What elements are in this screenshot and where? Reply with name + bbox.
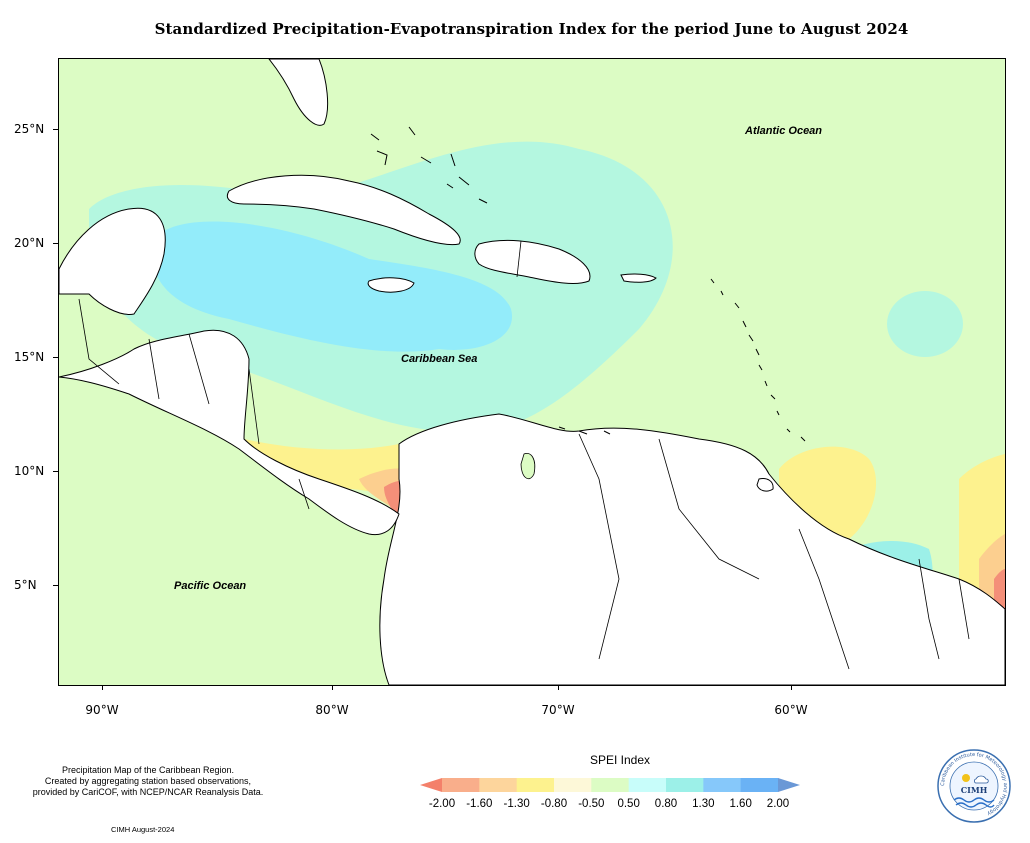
legend-tick-label: -0.80	[540, 798, 568, 810]
wave-icon	[955, 802, 995, 808]
very-wet-area	[152, 221, 513, 352]
atlantic-wet-blob	[887, 291, 963, 357]
lat-label-15n: 15°N	[14, 350, 45, 364]
lon-label-60w: 60°W	[774, 703, 808, 717]
south-america-landmass	[379, 413, 1005, 685]
legend-cell	[703, 778, 742, 792]
lon-label-70w: 70°W	[541, 703, 575, 717]
map-canvas: Atlantic Ocean Caribbean Sea Pacific Oce…	[59, 59, 1005, 685]
hispaniola-landmass	[474, 239, 591, 284]
cimh-logo: Caribbean Institute for Meteorology and …	[937, 749, 1011, 823]
legend-tick-label: 0.50	[617, 798, 640, 810]
bahamas-islands	[370, 126, 488, 204]
legend-cell	[554, 778, 592, 792]
legend-tick-label: 2.00	[766, 798, 790, 810]
lon-tick	[558, 685, 559, 690]
legend-tick-label: -0.50	[578, 798, 605, 810]
legend-title: SPEI Index	[589, 753, 651, 767]
caption-line: Created by aggregating station based obs…	[44, 776, 252, 786]
lat-tick	[53, 357, 58, 358]
spei-map: Atlantic Ocean Caribbean Sea Pacific Oce…	[58, 58, 1006, 686]
abc-islands	[558, 426, 611, 435]
legend-colorbar	[420, 778, 800, 792]
lon-label-80w: 80°W	[315, 703, 349, 717]
lesser-antilles-islands	[710, 278, 806, 442]
haiti-border	[516, 240, 522, 278]
legend-tick-label: 0.80	[654, 798, 678, 810]
caption-line: provided by CariCOF, with NCEP/NCAR Rean…	[32, 787, 264, 797]
central-america-borders	[78, 298, 310, 510]
wave-icon	[953, 797, 995, 803]
legend-cell-right-tip	[778, 778, 800, 792]
lat-tick	[53, 471, 58, 472]
jamaica-landmass	[367, 277, 415, 293]
lon-tick	[791, 685, 792, 690]
legend-cell-left-tip	[420, 778, 442, 792]
atlantic-ocean-label: Atlantic Ocean	[744, 125, 822, 137]
lat-label-20n: 20°N	[14, 236, 45, 250]
lon-tick	[102, 685, 103, 690]
legend-cell	[628, 778, 667, 792]
lat-tick	[53, 585, 58, 586]
map-title: Standardized Precipitation-Evapotranspir…	[154, 20, 909, 38]
lat-tick	[53, 243, 58, 244]
pacific-ocean-label: Pacific Ocean	[174, 580, 246, 592]
lon-label-90w: 90°W	[85, 703, 119, 717]
lake-maracaibo	[520, 452, 536, 480]
lon-tick	[332, 685, 333, 690]
logo-acronym: CIMH	[961, 785, 988, 795]
lat-label-25n: 25°N	[14, 122, 45, 136]
caribbean-sea-label: Caribbean Sea	[401, 353, 477, 365]
map-caption: Precipitation Map of the Caribbean Regio…	[0, 765, 296, 798]
legend-tick-labels: -2.00 -1.60 -1.30 -0.80 -0.50 0.50 0.80 1.30 1.6…	[420, 798, 800, 814]
lat-label-5n: 5°N	[14, 578, 37, 592]
legend-cell	[442, 778, 480, 792]
lat-tick	[53, 129, 58, 130]
cloud-icon	[974, 775, 989, 784]
sun-icon	[962, 774, 970, 782]
legend-cell	[591, 778, 630, 792]
legend-tick-label: -2.00	[428, 798, 456, 810]
cuba-landmass	[226, 174, 461, 246]
puerto-rico-landmass	[620, 273, 657, 283]
caption-line: Precipitation Map of the Caribbean Regio…	[61, 765, 235, 775]
central-america-landmass	[59, 329, 400, 536]
legend-tick-label: -1.30	[503, 798, 530, 810]
legend-cell	[740, 778, 779, 792]
lat-label-10n: 10°N	[14, 464, 45, 478]
florida-landmass	[268, 59, 329, 126]
yucatan-landmass	[59, 207, 166, 315]
map-credit: CIMH August-2024	[111, 825, 175, 834]
country-borders	[578, 433, 970, 670]
legend-tick-label: 1.60	[729, 798, 752, 810]
legend-cell	[479, 778, 518, 792]
legend-cell	[666, 778, 704, 792]
legend-cell	[516, 778, 555, 792]
legend-tick-label: 1.30	[692, 798, 715, 810]
legend-tick-label: -1.60	[466, 798, 493, 810]
trinidad-landmass	[756, 478, 774, 492]
